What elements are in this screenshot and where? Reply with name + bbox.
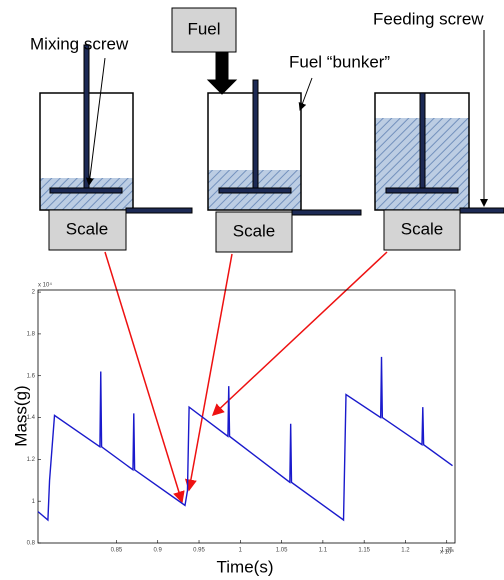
label: Fuel: [187, 19, 220, 38]
label: Fuel “bunker”: [289, 52, 390, 71]
x-tick-label: 1: [239, 548, 243, 554]
y-tick-label: 1: [32, 499, 36, 505]
x-tick-label: 0.9: [154, 548, 163, 554]
y-axis-label: Mass(g): [11, 385, 30, 446]
scale-label: Scale: [233, 221, 276, 240]
y-tick-label: 0.8: [27, 541, 36, 547]
vessels: [39, 7, 504, 253]
multiplier: x 10⁴: [440, 549, 454, 556]
x-tick-label: 1.25: [441, 548, 453, 554]
label: Mixing screw: [30, 34, 129, 53]
red-arrows: [104, 251, 388, 504]
scale-label: Scale: [66, 219, 109, 238]
x-tick-label: 0.95: [193, 548, 205, 554]
y-tick-label: 2: [32, 290, 36, 296]
x-tick-label: 1.1: [319, 548, 328, 554]
x-tick-label: 1.15: [358, 548, 370, 554]
x-axis-label: Time(s): [217, 557, 274, 576]
y-tick-label: 1.2: [27, 457, 36, 463]
x-tick-label: 0.85: [111, 548, 123, 554]
x-tick-label: 1.2: [401, 548, 410, 554]
y-tick-label: 1.6: [27, 373, 36, 379]
y-tick-label: 1.8: [27, 331, 36, 337]
data-line: [37, 356, 453, 522]
x-tick-label: 1.05: [276, 548, 288, 554]
multiplier: x 10⁴: [38, 282, 52, 289]
plot-frame: [37, 289, 456, 544]
y-tick-label: 1.4: [27, 415, 36, 421]
label: Feeding screw: [373, 9, 484, 28]
scale-label: Scale: [401, 219, 444, 238]
